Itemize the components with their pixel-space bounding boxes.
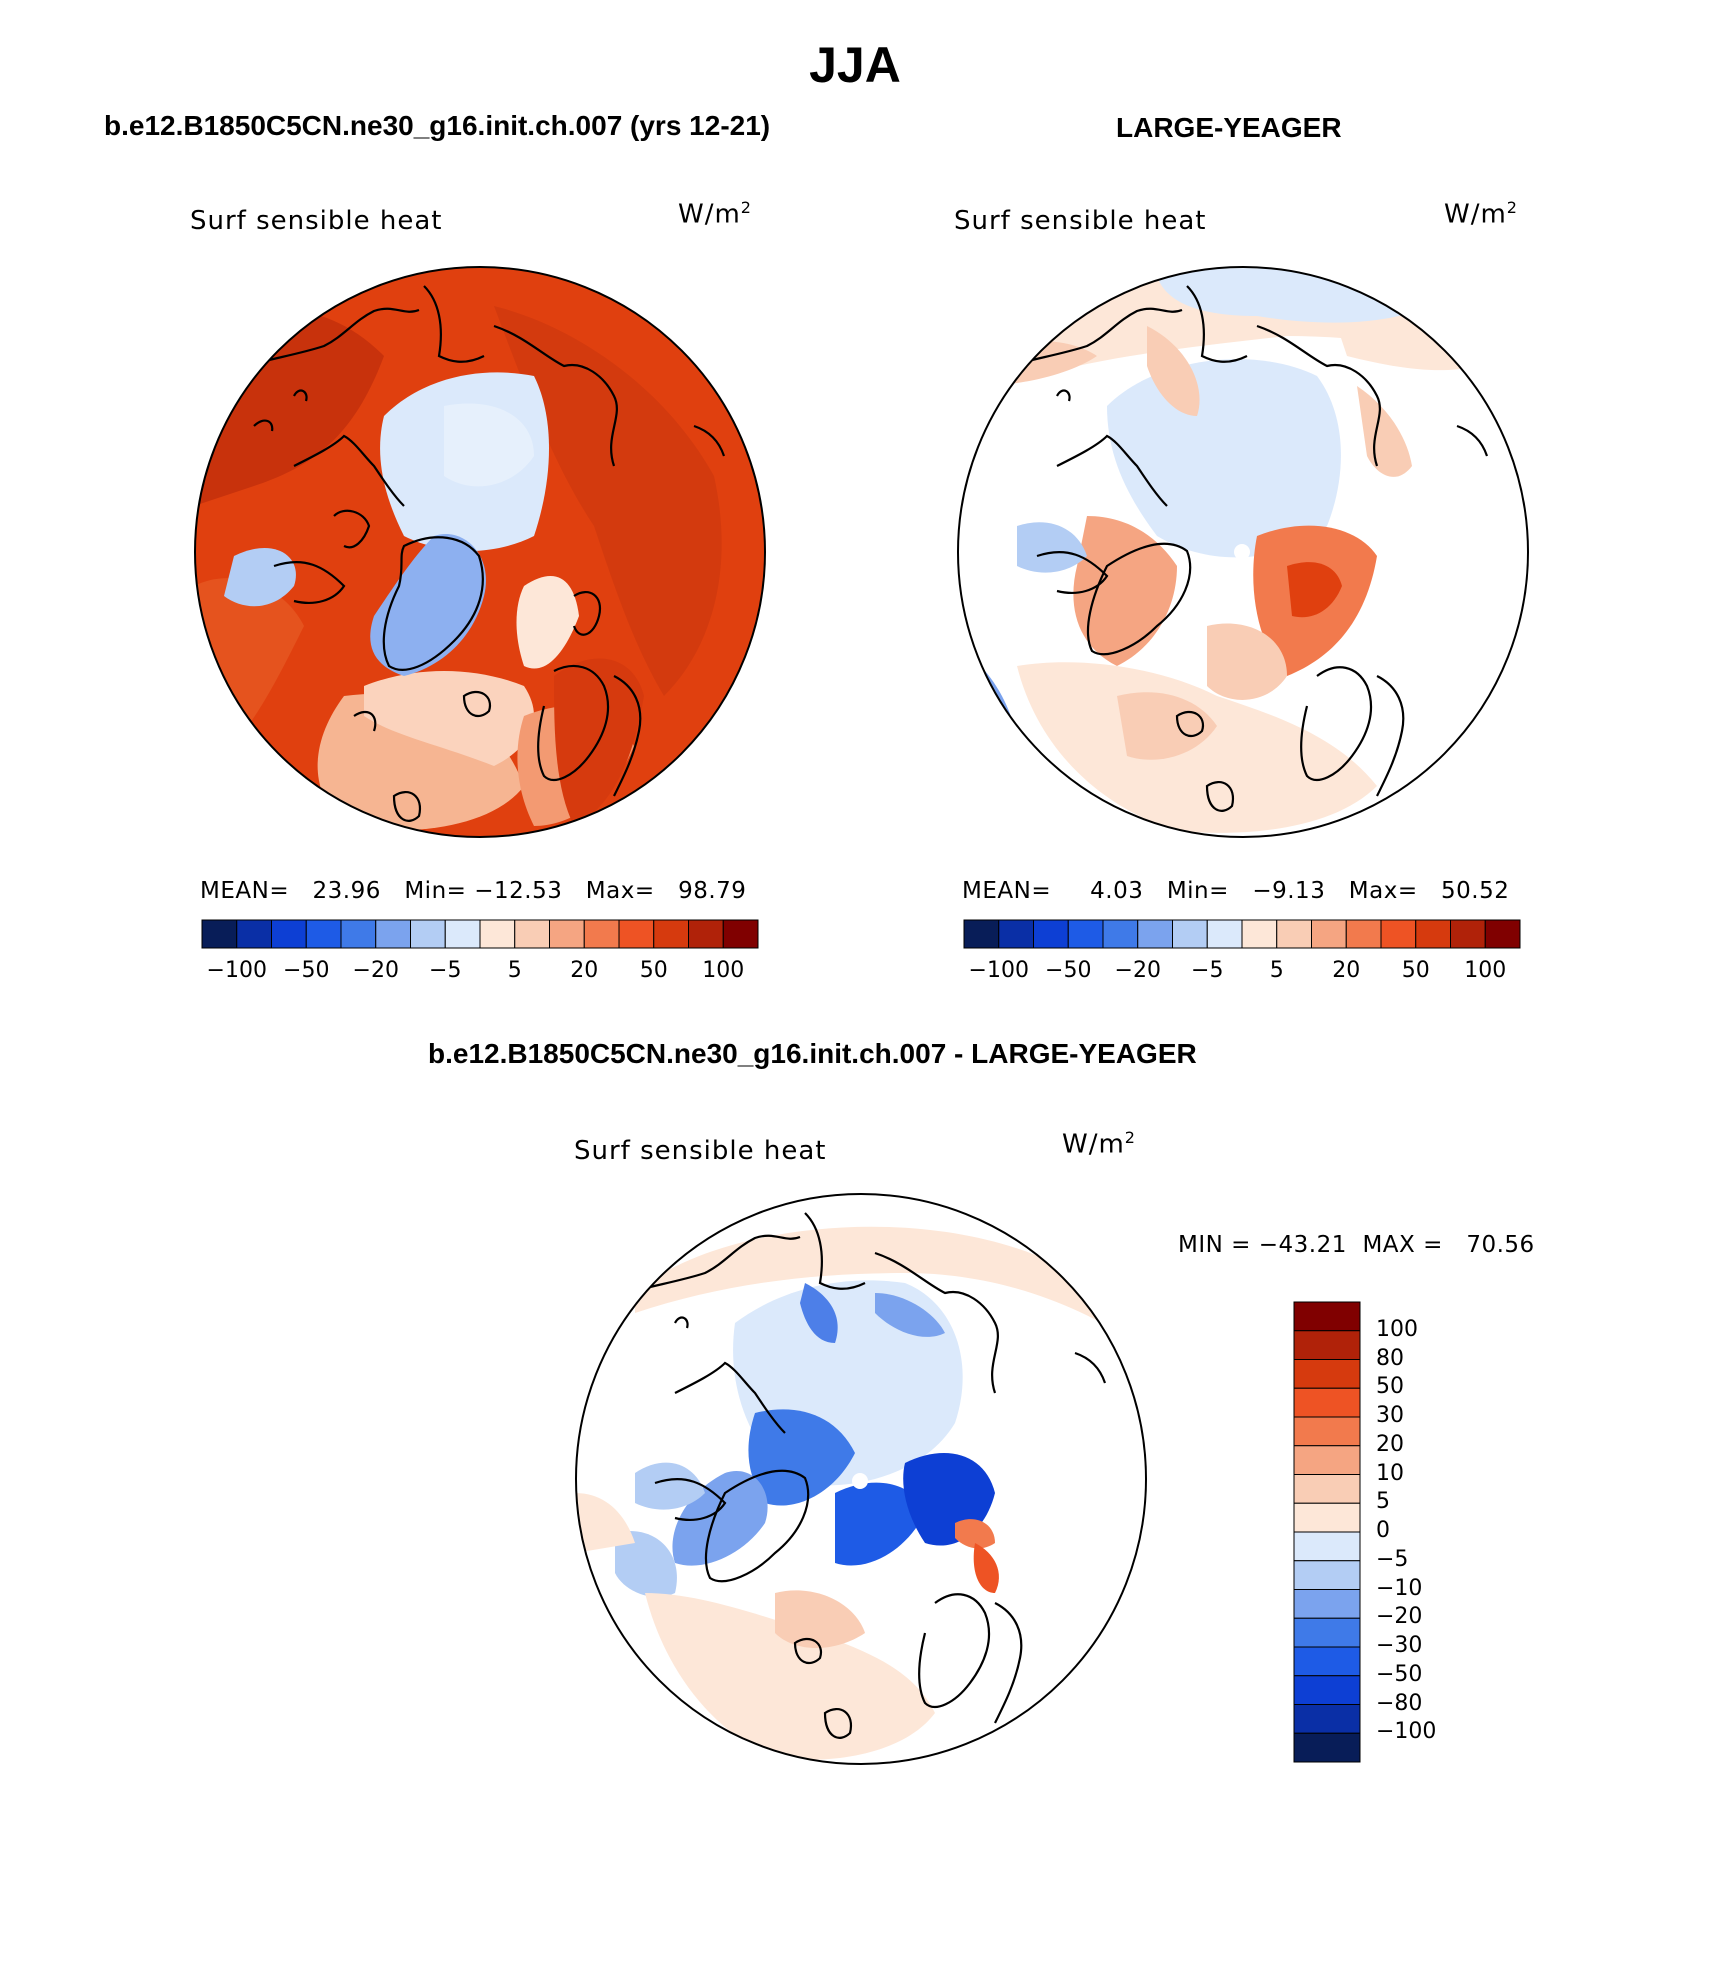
- colorbar-swatch: [963, 919, 1000, 949]
- colorbar-swatch: [1293, 1675, 1361, 1705]
- colorbar-tick-label: −50: [1045, 958, 1092, 983]
- colorbar-tick-label: −20: [1376, 1604, 1423, 1630]
- colorbar-tick-label: −20: [1114, 958, 1161, 983]
- figure-title: JJA: [809, 37, 901, 93]
- colorbar-tick-label: 5: [507, 958, 522, 983]
- colorbar-swatch: [1484, 919, 1521, 949]
- colorbar-tick-label: 20: [570, 958, 599, 983]
- colorbar-swatch: [1293, 1646, 1361, 1677]
- colorbar-swatch: [340, 919, 377, 949]
- colorbar-swatch: [1345, 919, 1382, 949]
- left-variable-label: Surf sensible heat: [190, 206, 443, 236]
- colorbar-swatch: [1293, 1617, 1361, 1648]
- colorbar-swatch: [514, 919, 550, 949]
- colorbar-swatch: [1293, 1502, 1361, 1533]
- diff-polar-map: [575, 1193, 1147, 1765]
- colorbar-tick-label: −50: [283, 958, 330, 983]
- colorbar-tick-label: 50: [1401, 958, 1430, 983]
- right-stats: MEAN= 4.03 Min= −9.13 Max= 50.52: [962, 878, 1510, 904]
- colorbar-tick-label: −50: [1376, 1661, 1423, 1687]
- colorbar-swatch: [998, 919, 1034, 949]
- right-variable-label: Surf sensible heat: [954, 206, 1207, 236]
- colorbar-swatch: [1293, 1589, 1361, 1619]
- colorbar-tick-label: 100: [1376, 1316, 1418, 1342]
- diff-variable-label: Surf sensible heat: [574, 1136, 827, 1166]
- colorbar-tick-label: −5: [429, 958, 462, 983]
- colorbar-tick-label: −100: [1376, 1719, 1437, 1745]
- colorbar-swatch: [1293, 1301, 1361, 1332]
- colorbar-tick-label: −100: [968, 958, 1029, 983]
- right-panel-title: LARGE-YEAGER: [1116, 112, 1342, 143]
- colorbar-tick-label: −100: [206, 958, 267, 983]
- right-polar-map: [957, 266, 1529, 838]
- diff-colorbar: [1293, 1301, 1361, 1763]
- diff-minmax: MIN = −43.21 MAX = 70.56: [1178, 1232, 1535, 1258]
- left-colorbar: [201, 919, 759, 949]
- colorbar-swatch: [1033, 919, 1069, 949]
- colorbar-swatch: [1172, 919, 1208, 949]
- colorbar-swatch: [1293, 1732, 1361, 1763]
- colorbar-swatch: [1380, 919, 1417, 949]
- left-panel-title: b.e12.B1850C5CN.ne30_g16.init.ch.007 (yr…: [104, 110, 771, 141]
- colorbar-swatch: [1241, 919, 1278, 949]
- colorbar-tick-label: 100: [702, 958, 745, 983]
- colorbar-swatch: [688, 919, 724, 949]
- colorbar-tick-label: 50: [1376, 1374, 1404, 1400]
- colorbar-swatch: [1293, 1704, 1361, 1734]
- colorbar-swatch: [375, 919, 411, 949]
- colorbar-swatch: [444, 919, 481, 949]
- colorbar-tick-label: 0: [1376, 1518, 1390, 1543]
- colorbar-tick-label: 5: [1269, 958, 1284, 983]
- colorbar-tick-label: 10: [1376, 1460, 1404, 1486]
- colorbar-swatch: [1311, 919, 1347, 949]
- colorbar-swatch: [1293, 1359, 1361, 1389]
- colorbar-tick-label: −80: [1376, 1690, 1423, 1716]
- colorbar-swatch: [305, 919, 342, 949]
- colorbar-swatch: [1415, 919, 1451, 949]
- colorbar-swatch: [1450, 919, 1486, 949]
- colorbar-tick-label: 50: [639, 958, 668, 983]
- left-polar-map: [194, 266, 766, 838]
- colorbar-swatch: [722, 919, 759, 949]
- colorbar-tick-label: −5: [1376, 1546, 1409, 1572]
- colorbar-swatch: [1293, 1474, 1361, 1504]
- left-stats: MEAN= 23.96 Min= −12.53 Max= 98.79: [200, 878, 747, 904]
- colorbar-tick-label: 100: [1464, 958, 1507, 983]
- right-units-label: W/m2: [1444, 198, 1518, 230]
- colorbar-swatch: [653, 919, 689, 949]
- colorbar-swatch: [1293, 1330, 1361, 1360]
- diff-units-label: W/m2: [1062, 1128, 1136, 1160]
- colorbar-tick-label: −30: [1376, 1633, 1423, 1658]
- colorbar-swatch: [1276, 919, 1312, 949]
- colorbar-swatch: [1293, 1416, 1361, 1447]
- colorbar-swatch: [271, 919, 307, 949]
- colorbar-swatch: [1293, 1560, 1361, 1590]
- colorbar-tick-label: −5: [1191, 958, 1224, 983]
- colorbar-swatch: [1293, 1531, 1361, 1562]
- right-colorbar: [963, 919, 1521, 949]
- colorbar-tick-label: 5: [1376, 1489, 1390, 1515]
- colorbar-swatch: [583, 919, 620, 949]
- colorbar-swatch: [410, 919, 446, 949]
- colorbar-swatch: [1137, 919, 1173, 949]
- colorbar-tick-label: 20: [1376, 1431, 1404, 1457]
- colorbar-tick-label: 20: [1332, 958, 1361, 983]
- colorbar-swatch: [236, 919, 272, 949]
- colorbar-swatch: [549, 919, 585, 949]
- colorbar-tick-label: 30: [1376, 1403, 1404, 1428]
- colorbar-swatch: [1293, 1387, 1361, 1418]
- colorbar-tick-label: −10: [1376, 1575, 1423, 1601]
- colorbar-swatch: [201, 919, 238, 949]
- diff-panel-title: b.e12.B1850C5CN.ne30_g16.init.ch.007 - L…: [428, 1038, 1197, 1069]
- colorbar-swatch: [618, 919, 655, 949]
- left-units-label: W/m2: [678, 198, 752, 230]
- colorbar-swatch: [479, 919, 516, 949]
- colorbar-swatch: [1102, 919, 1139, 949]
- colorbar-tick-label: 80: [1376, 1345, 1404, 1371]
- colorbar-swatch: [1206, 919, 1243, 949]
- colorbar-swatch: [1293, 1445, 1361, 1475]
- colorbar-swatch: [1067, 919, 1104, 949]
- colorbar-tick-label: −20: [352, 958, 399, 983]
